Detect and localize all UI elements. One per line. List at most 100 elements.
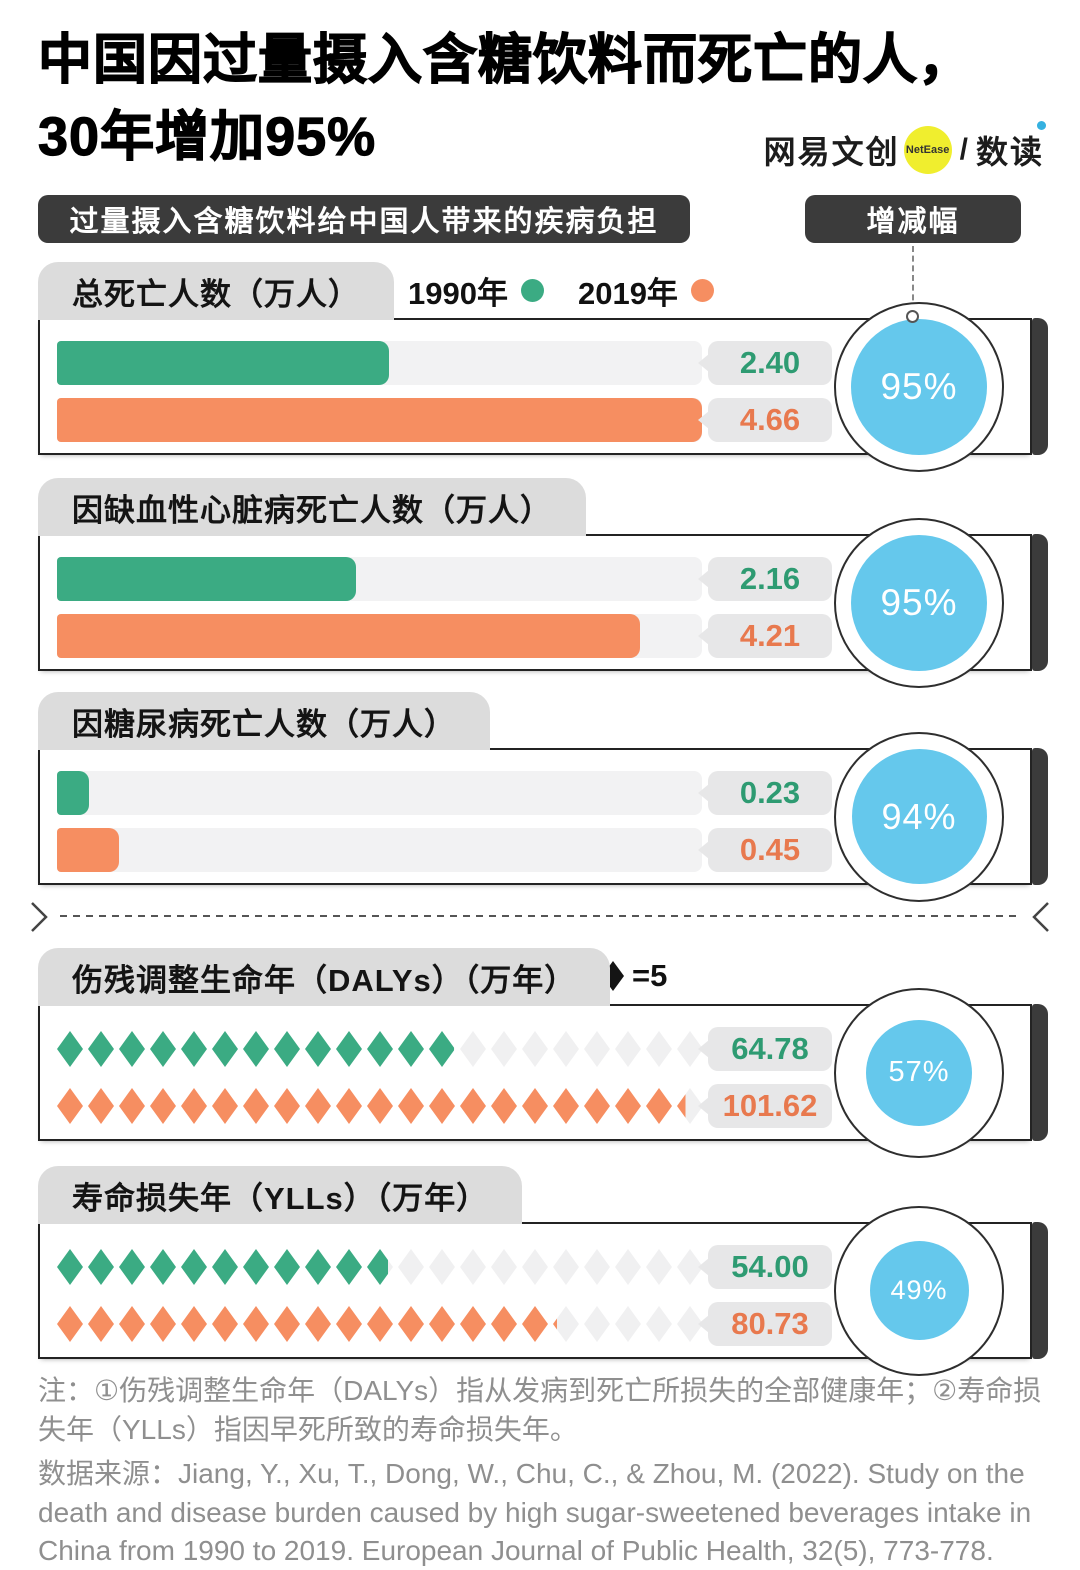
bar-row-2019	[57, 828, 702, 872]
diamond-icon	[274, 1031, 300, 1067]
diamond-icon	[305, 1088, 331, 1124]
diamond-icon	[243, 1306, 269, 1342]
section-label-total-deaths: 总死亡人数（万人）	[38, 262, 394, 320]
panel-edge-bar	[1032, 1222, 1048, 1359]
legend-1990: 1990年	[408, 268, 544, 313]
data-source: 数据来源：Jiang, Y., Xu, T., Dong, W., Chu, C…	[38, 1458, 1032, 1567]
year-legend: 1990年 2019年	[408, 266, 748, 314]
diamond-icon	[522, 1306, 548, 1342]
value-2019: 101.62	[722, 1088, 818, 1123]
panel-dalys: 64.78 101.62 57%	[38, 987, 1048, 1158]
diamond-icon	[212, 1031, 238, 1067]
bar-track	[57, 771, 702, 815]
legend-1990-label: 1990年	[408, 275, 508, 311]
value-1990: 2.16	[739, 561, 801, 596]
subject-badge: 过量摄入含糖饮料给中国人带来的疾病负担	[38, 195, 690, 243]
accent-dot-icon	[1037, 121, 1046, 130]
diamond-icon	[181, 1306, 207, 1342]
diamond-icon	[491, 1088, 517, 1124]
bar-1990	[57, 557, 356, 601]
diamond-icon	[429, 1088, 455, 1124]
diamond-icon	[460, 1306, 486, 1342]
diamond-icon	[646, 1088, 672, 1124]
diamond-icon	[150, 1031, 176, 1067]
value-1990: 0.23	[739, 775, 801, 810]
value-pill-2019: 80.73	[708, 1302, 832, 1346]
diamond-icon	[336, 1249, 362, 1285]
diamond-icon	[429, 1031, 455, 1067]
diamond-icon	[460, 1031, 486, 1067]
bar-1990	[57, 341, 390, 385]
bar-1990	[57, 771, 89, 815]
pictogram-row-2019	[57, 1302, 713, 1346]
bar-track	[57, 828, 702, 872]
diamond-icon	[88, 1306, 114, 1342]
diamond-icon	[367, 1031, 393, 1067]
diamond-icon	[150, 1249, 176, 1285]
diamond-icon	[522, 1031, 548, 1067]
bar-row-2019	[57, 614, 702, 658]
change-percent: 49%	[869, 1241, 969, 1340]
value-pill-1990: 64.78	[708, 1027, 832, 1071]
diamond-icon	[398, 1088, 424, 1124]
chevron-right-icon	[31, 902, 48, 932]
panel-diabetes-deaths: 0.23 0.45 94%	[38, 731, 1048, 902]
value-pill-1990: 54.00	[708, 1245, 832, 1289]
diamond-icon	[367, 1306, 393, 1342]
diamond-icon	[336, 1306, 362, 1342]
change-percent: 57%	[866, 1019, 972, 1126]
diamond-icon	[119, 1031, 145, 1067]
diamond-icon	[57, 1031, 83, 1067]
diamond-icon	[88, 1249, 114, 1285]
diamond-icon	[212, 1306, 238, 1342]
change-ring: 49%	[834, 1205, 1004, 1376]
bar-2019	[57, 398, 702, 442]
diamond-icon	[491, 1031, 517, 1067]
diamond-icon	[615, 1306, 641, 1342]
diamond-icon	[491, 1306, 517, 1342]
diamond-icon	[243, 1249, 269, 1285]
diamond-icon	[398, 1249, 424, 1285]
value-1990: 54.00	[731, 1249, 809, 1284]
value-1990: 2.40	[739, 345, 801, 380]
change-percent: 95%	[851, 318, 987, 455]
diamond-icon	[553, 1031, 579, 1067]
logo-brand-text: 网易文创	[763, 134, 900, 170]
panel-ihd-deaths: 2.16 4.21 95%	[38, 517, 1048, 688]
logo-product-text: 数读	[976, 121, 1046, 173]
page-title: 中国因过量摄入含糖饮料而死亡的人， 30年增加95%	[37, 22, 1048, 175]
diamond-icon	[274, 1088, 300, 1124]
diamond-icon	[119, 1306, 145, 1342]
change-connector-line	[912, 246, 914, 310]
value-1990: 64.78	[731, 1031, 809, 1066]
change-ring: 95%	[834, 517, 1004, 688]
diamond-icon	[150, 1306, 176, 1342]
diamond-icon	[119, 1088, 145, 1124]
section-label-dalys: 伤残调整生命年（DALYs）（万年）	[38, 948, 611, 1006]
value-2019: 80.73	[731, 1306, 809, 1341]
legend-2019: 2019年	[578, 268, 714, 313]
diamond-icon	[367, 1088, 393, 1124]
change-percent: 95%	[851, 534, 987, 671]
panel-edge-bar	[1032, 748, 1048, 885]
diamond-icon	[460, 1088, 486, 1124]
diamond-icon	[646, 1031, 672, 1067]
diamond-icon	[615, 1088, 641, 1124]
diamond-icon	[336, 1088, 362, 1124]
diamond-icon	[57, 1306, 83, 1342]
diamond-icon	[305, 1249, 331, 1285]
panel-edge-bar	[1032, 534, 1048, 671]
value-pill-2019: 0.45	[708, 828, 832, 872]
change-percent: 94%	[851, 749, 987, 884]
diamond-icon	[460, 1249, 486, 1285]
diamond-icon	[88, 1088, 114, 1124]
change-ring: 94%	[834, 731, 1004, 902]
bar-2019	[57, 614, 640, 658]
pictogram-row-1990	[57, 1027, 713, 1071]
diamond-icon	[336, 1031, 362, 1067]
bar-row-1990	[57, 341, 702, 385]
diamond-icon	[274, 1249, 300, 1285]
diamond-icon	[150, 1088, 176, 1124]
section-label-ylls: 寿命损失年（YLLs）（万年）	[38, 1166, 523, 1224]
